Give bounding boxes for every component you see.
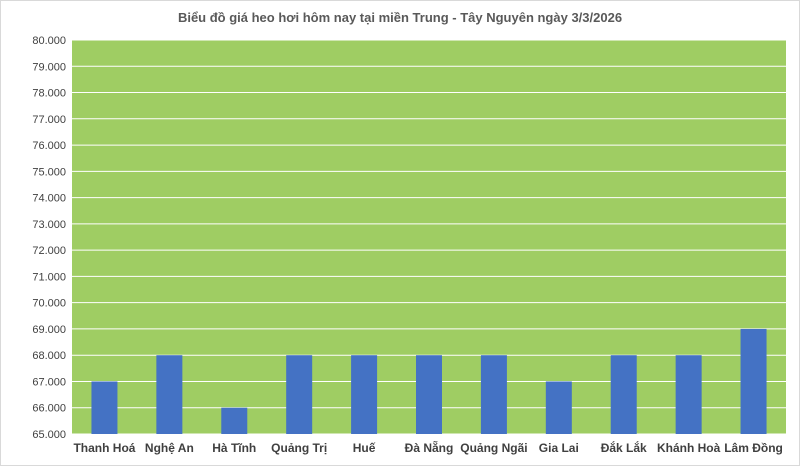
x-axis-ticks: Thanh Hoá Nghệ An Hà Tĩnh Quảng Trị Huế Đà Nẵ…	[73, 440, 782, 455]
y-tick-label: 77.000	[32, 114, 66, 126]
x-tick-label: Gia Lai	[539, 441, 579, 455]
chart-title: Biểu đồ giá heo hơi hôm nay tại miền Tru…	[177, 10, 623, 25]
bar	[545, 381, 572, 434]
bars	[91, 328, 767, 434]
x-tick-label: Đà Nẵng	[405, 440, 454, 455]
x-tick-label: Quảng Ngãi	[460, 441, 527, 455]
y-tick-label: 80.000	[32, 35, 66, 47]
x-tick-label: Đắk Lắk	[601, 440, 647, 455]
x-tick-label: Khánh Hoà	[657, 441, 721, 455]
y-tick-label: 70.000	[32, 298, 66, 310]
y-tick-label: 66.000	[32, 403, 66, 415]
y-axis-ticks: 65.000 66.000 67.000 68.000 69.000 70.000 71.0…	[32, 35, 66, 441]
bar	[221, 407, 248, 434]
y-tick-label: 74.000	[32, 193, 66, 205]
bar	[156, 355, 183, 434]
bar	[610, 355, 637, 434]
bar	[91, 381, 118, 434]
y-tick-label: 65.000	[32, 429, 66, 441]
y-tick-label: 73.000	[32, 219, 66, 231]
bar	[675, 355, 702, 434]
y-tick-label: 76.000	[32, 140, 66, 152]
y-tick-label: 68.000	[32, 350, 66, 362]
bar	[480, 355, 507, 434]
x-tick-label: Quảng Trị	[271, 441, 327, 455]
bar	[416, 355, 442, 434]
y-tick-label: 67.000	[32, 376, 66, 388]
x-tick-label: Thanh Hoá	[73, 441, 135, 455]
x-tick-label: Huế	[353, 441, 376, 455]
x-tick-label: Nghệ An	[145, 441, 194, 455]
y-tick-label: 72.000	[32, 245, 66, 257]
bar	[351, 355, 378, 434]
x-tick-label: Lâm Đồng	[724, 441, 783, 455]
y-tick-label: 79.000	[32, 61, 66, 73]
y-tick-label: 75.000	[32, 166, 66, 178]
x-tick-label: Hà Tĩnh	[212, 441, 256, 455]
y-tick-label: 78.000	[32, 88, 66, 100]
y-tick-label: 71.000	[32, 271, 66, 283]
y-tick-label: 69.000	[32, 324, 66, 336]
bar	[286, 355, 313, 434]
bar	[740, 328, 767, 434]
